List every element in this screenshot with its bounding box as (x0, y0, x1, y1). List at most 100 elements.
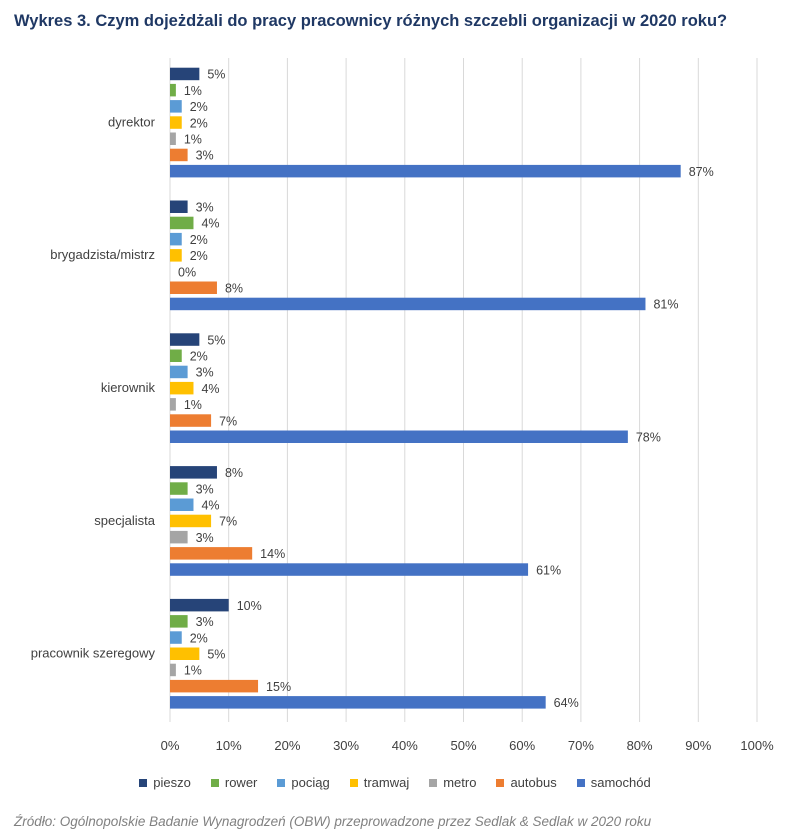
legend-swatch (277, 778, 286, 787)
bar-pieszo (170, 598, 229, 612)
data-label: 0% (178, 265, 196, 279)
bar-metro (170, 530, 188, 544)
bar-rower (170, 615, 188, 628)
bar-metro (170, 663, 176, 677)
legend-swatch (576, 778, 585, 787)
data-label: 61% (536, 563, 561, 577)
data-label: 3% (196, 366, 214, 380)
data-label: 2% (190, 233, 208, 247)
x-tick-label: 60% (509, 738, 535, 753)
legend-label: rower (224, 775, 258, 790)
legend-item: autobus (496, 775, 557, 790)
bar-rower (170, 349, 182, 362)
data-label: 1% (184, 133, 202, 147)
legend-swatch (429, 778, 438, 787)
data-label: 8% (225, 282, 243, 296)
data-label: 2% (190, 631, 208, 645)
data-label: 64% (554, 696, 579, 710)
data-label: 1% (184, 398, 202, 412)
legend-label: samochód (590, 775, 651, 790)
bar-metro (170, 132, 176, 145)
bar-tramwaj (170, 514, 212, 528)
bar-pieszo (170, 466, 217, 479)
bar-metro (170, 398, 176, 411)
bar-samochód (170, 430, 628, 443)
data-label: 10% (237, 599, 262, 613)
x-tick-label: 20% (274, 738, 300, 753)
data-label: 7% (219, 515, 237, 529)
bar-pieszo (170, 200, 188, 213)
category-label: brygadzista/mistrz (50, 247, 155, 262)
bar-tramwaj (170, 116, 182, 129)
legend-item: pieszo (139, 775, 191, 790)
bar-autobus (170, 281, 217, 294)
x-tick-label: 0% (161, 738, 180, 753)
legend-item: pociąg (277, 775, 330, 790)
data-label: 15% (266, 680, 291, 694)
bar-rower (170, 216, 194, 230)
data-label: 2% (190, 249, 208, 263)
bar-rower (170, 83, 176, 97)
bar-samochód (170, 297, 646, 311)
legend-item: rower (210, 775, 258, 790)
category-label: dyrektor (108, 114, 156, 129)
data-label: 5% (207, 68, 225, 82)
x-tick-label: 30% (333, 738, 359, 753)
x-tick-label: 90% (685, 738, 711, 753)
bar-samochód (170, 563, 529, 576)
data-label: 2% (190, 350, 208, 364)
chart-title: Wykres 3. Czym dojeżdżali do pracy praco… (14, 12, 728, 30)
legend-item: metro (429, 775, 476, 790)
bar-tramwaj (170, 647, 200, 660)
data-label: 5% (207, 648, 225, 662)
source-note: Źródło: Ogólnopolskie Badanie Wynagrodze… (14, 814, 652, 829)
data-label: 7% (219, 414, 237, 428)
bar-chart: 0% 10% 20% 30% 40% 50% 60% 70% 80% 90% 100% dyrekto… (31, 58, 774, 753)
bar-tramwaj (170, 249, 182, 262)
data-label: 5% (207, 333, 225, 347)
legend-label: metro (443, 775, 477, 790)
data-label: 3% (196, 531, 214, 545)
data-label: 4% (201, 382, 219, 396)
data-label: 78% (636, 431, 661, 445)
bar-tramwaj (170, 381, 194, 395)
data-label: 3% (196, 482, 214, 496)
bar-pociąg (170, 100, 182, 113)
x-tick-label: 50% (450, 738, 476, 753)
bar-pociąg (170, 631, 182, 644)
legend-swatch (349, 778, 358, 787)
x-tick-label: 100% (740, 738, 774, 753)
category-label: specjalista (94, 513, 155, 528)
x-tick-label: 80% (627, 738, 653, 753)
legend-swatch (496, 778, 505, 787)
data-label: 3% (196, 615, 214, 629)
data-label: 4% (201, 217, 219, 231)
bar-samochód (170, 164, 681, 178)
data-label: 3% (196, 149, 214, 163)
bar-samochód (170, 696, 546, 709)
x-tick-label: 10% (216, 738, 242, 753)
legend-label: pociąg (291, 775, 330, 790)
bar-pociąg (170, 232, 182, 246)
legend-item: tramwaj (349, 775, 410, 790)
x-tick-label: 70% (568, 738, 594, 753)
data-label: 2% (190, 100, 208, 114)
data-label: 87% (689, 165, 714, 179)
data-label: 3% (196, 201, 214, 215)
legend-label: autobus (510, 775, 557, 790)
data-label: 1% (184, 84, 202, 98)
data-label: 2% (190, 116, 208, 130)
legend-label: tramwaj (363, 775, 410, 790)
legend-item: samochód (576, 775, 651, 790)
bar-autobus (170, 414, 212, 427)
data-label: 14% (260, 547, 285, 561)
bar-rower (170, 482, 188, 495)
category-label: kierownik (101, 380, 156, 395)
legend-label: pieszo (153, 775, 191, 790)
category-label: pracownik szeregowy (31, 646, 156, 661)
x-tick-label: 40% (392, 738, 418, 753)
bar-pieszo (170, 333, 200, 346)
legend-swatch (139, 778, 148, 787)
bar-autobus (170, 679, 259, 693)
bar-autobus (170, 547, 253, 560)
